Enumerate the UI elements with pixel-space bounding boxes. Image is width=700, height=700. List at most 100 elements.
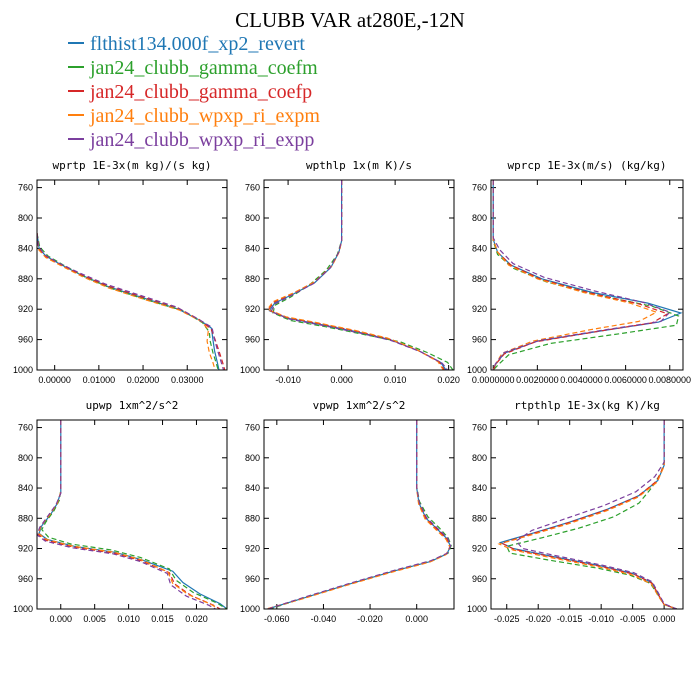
series-line-0: [267, 420, 452, 609]
legend-item-2: jan24_clubb_gamma_coefp: [68, 80, 320, 104]
x-tick-label: -0.005: [620, 614, 646, 624]
x-tick-label: 0.000: [653, 614, 676, 624]
y-tick-label: 960: [245, 335, 260, 345]
y-tick-label: 840: [245, 483, 260, 493]
x-tick-label: 0.005: [83, 614, 106, 624]
legend-label: jan24_clubb_gamma_coefm: [90, 57, 318, 79]
series-line-4: [37, 420, 216, 609]
y-tick-label: 880: [245, 274, 260, 284]
x-tick-label: 0.020: [437, 375, 460, 385]
y-tick-label: 800: [245, 453, 260, 463]
y-tick-label: 760: [245, 423, 260, 433]
panel-title: wpthlp 1x(m K)/s: [306, 159, 412, 172]
series-line-0: [38, 420, 227, 609]
y-tick-label: 840: [472, 243, 487, 253]
series-line-4: [492, 180, 671, 370]
legend-item-0: flthist134.000f_xp2_revert: [68, 32, 320, 56]
legend-label: jan24_clubb_gamma_coefp: [90, 81, 313, 103]
y-tick-label: 880: [18, 274, 33, 284]
x-tick-label: 0.0080000: [648, 375, 691, 385]
x-tick-label: 0.015: [151, 614, 174, 624]
series-line-2: [500, 420, 677, 609]
y-tick-label: 880: [18, 513, 33, 523]
series-line-3: [497, 420, 677, 609]
series-line-0: [268, 180, 447, 370]
x-tick-label: 0.03000: [171, 375, 204, 385]
y-tick-label: 920: [245, 544, 260, 554]
chart-panel-3: upwp 1xm^2/s^2 760 800 840 880 920 960 1000 0.00…: [13, 399, 228, 624]
y-tick-label: 760: [245, 183, 260, 193]
y-tick-label: 760: [18, 423, 33, 433]
x-tick-label: -0.015: [557, 614, 583, 624]
series-group: [492, 180, 683, 370]
y-tick-label: 880: [472, 513, 487, 523]
panel-title: rtpthlp 1E-3x(kg K)/kg: [514, 399, 660, 412]
series-line-4: [515, 420, 677, 609]
panel-frame: [490, 179, 684, 371]
y-tick-label: 840: [18, 483, 33, 493]
y-tick-label: 1000: [467, 604, 487, 614]
series-group: [266, 180, 454, 370]
legend-item-1: jan24_clubb_gamma_coefm: [68, 56, 320, 80]
series-line-2: [492, 180, 670, 370]
y-tick-label: 840: [18, 243, 33, 253]
legend-item-3: jan24_clubb_wpxp_ri_expm: [68, 104, 320, 128]
x-tick-label: -0.020: [525, 614, 551, 624]
panel-title: wprtp 1E-3x(m kg)/(s kg): [53, 159, 212, 172]
legend-label: jan24_clubb_wpxp_ri_expp: [90, 129, 315, 151]
x-tick-label: 0.0040000: [560, 375, 603, 385]
x-tick-label: -0.020: [357, 614, 383, 624]
series-line-2: [37, 233, 226, 370]
y-tick-label: 960: [245, 574, 260, 584]
panel-frame: [36, 419, 228, 610]
y-tick-label: 840: [472, 483, 487, 493]
series-line-1: [37, 233, 219, 370]
series-line-0: [492, 180, 683, 370]
y-tick-label: 920: [18, 544, 33, 554]
series-line-1: [272, 180, 454, 370]
series-line-1: [41, 420, 227, 609]
chart-panel-4: vpwp 1xm^2/s^2 760 800 840 880 920 960 1000 -0.0…: [240, 399, 455, 624]
y-tick-label: 800: [245, 213, 260, 223]
y-tick-label: 800: [472, 213, 487, 223]
x-tick-label: 0.0020000: [516, 375, 559, 385]
series-line-3: [37, 233, 216, 370]
page-title: CLUBB VAR at280E,-12N: [235, 8, 465, 32]
x-tick-label: 0.0060000: [604, 375, 647, 385]
chart-panel-5: rtpthlp 1E-3x(kg K)/kg 760 800 840 880 920 960…: [467, 399, 684, 624]
y-tick-label: 920: [472, 304, 487, 314]
x-tick-label: 0.000: [49, 614, 72, 624]
x-tick-label: 0.000: [330, 375, 353, 385]
y-tick-label: 960: [18, 335, 33, 345]
y-tick-label: 1000: [240, 365, 260, 375]
x-tick-label: 0.0000000: [472, 375, 515, 385]
x-tick-label: -0.025: [494, 614, 520, 624]
x-tick-label: 0.01000: [83, 375, 116, 385]
panel-frame: [263, 419, 455, 610]
panel-title: upwp 1xm^2/s^2: [86, 399, 179, 412]
legend-swatch: [68, 90, 84, 93]
series-line-2: [267, 180, 445, 370]
legend-swatch: [68, 66, 84, 69]
y-tick-label: 960: [18, 574, 33, 584]
legend-swatch: [68, 42, 84, 45]
y-tick-label: 800: [472, 453, 487, 463]
y-tick-label: 760: [18, 183, 33, 193]
legend-label: flthist134.000f_xp2_revert: [90, 33, 305, 55]
panel-title: wprcp 1E-3x(m/s) (kg/kg): [508, 159, 667, 172]
series-line-1: [492, 180, 680, 370]
x-tick-label: -0.010: [275, 375, 301, 385]
y-tick-label: 760: [472, 423, 487, 433]
y-tick-label: 1000: [240, 604, 260, 614]
x-tick-label: 0.010: [117, 614, 140, 624]
series-line-4: [267, 420, 452, 609]
panel-title: vpwp 1xm^2/s^2: [313, 399, 406, 412]
legend-swatch: [68, 114, 84, 117]
x-tick-label: 0.000: [405, 614, 428, 624]
series-line-2: [37, 420, 221, 609]
y-tick-label: 840: [245, 243, 260, 253]
series-group: [497, 420, 677, 609]
x-tick-label: 0.02000: [127, 375, 160, 385]
chart-panel-0: wprtp 1E-3x(m kg)/(s kg) 760 800 840 880 920 9…: [13, 159, 228, 385]
